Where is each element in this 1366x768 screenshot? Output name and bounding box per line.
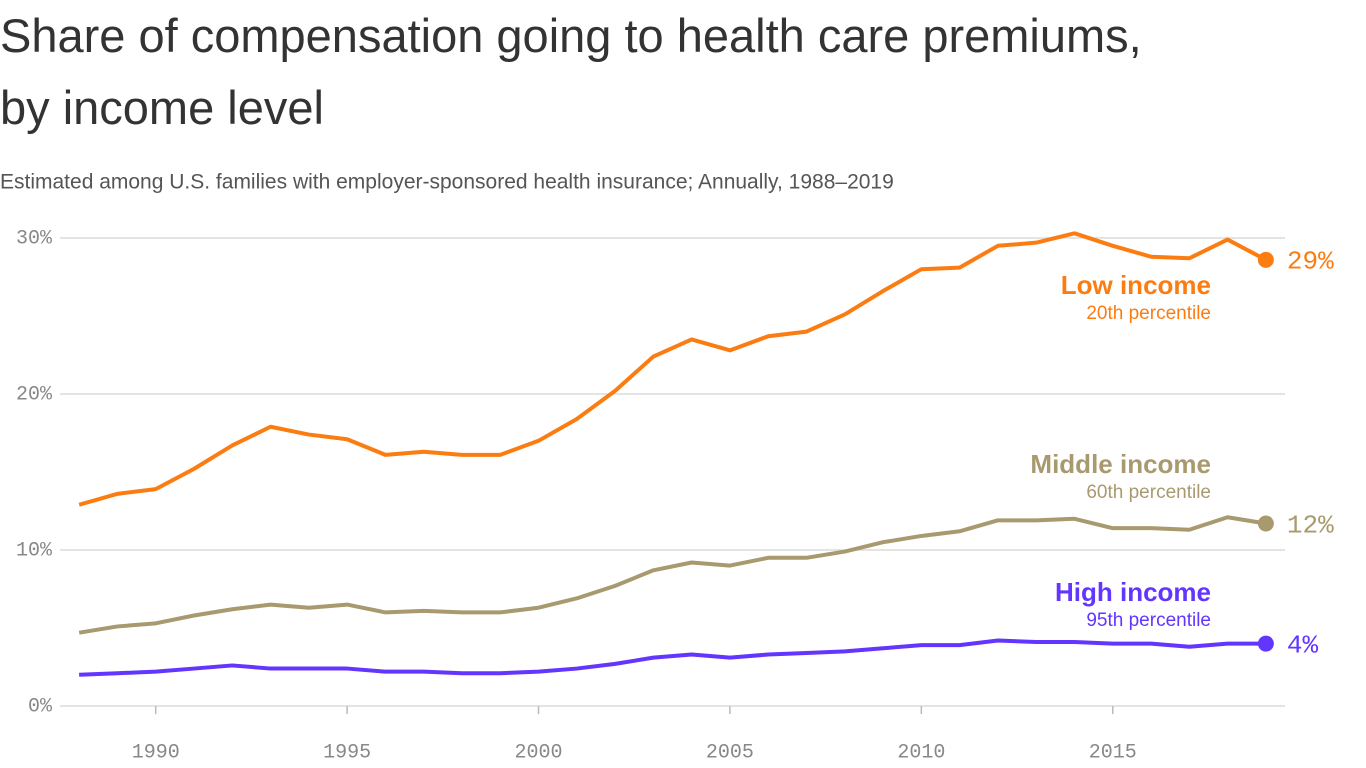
legend-label: Low income bbox=[1061, 270, 1211, 300]
y-tick-label: 20% bbox=[16, 383, 53, 406]
legend-label: High income bbox=[1055, 577, 1211, 607]
legend-note: 60th percentile bbox=[1086, 482, 1211, 503]
series-line bbox=[78, 231, 1267, 507]
end-point bbox=[1257, 635, 1274, 652]
end-point bbox=[1257, 515, 1274, 532]
legend-note: 95th percentile bbox=[1086, 610, 1211, 631]
x-tick-label: 2010 bbox=[897, 741, 945, 764]
x-tick-label: 2005 bbox=[706, 741, 754, 764]
x-tick-label: 2015 bbox=[1089, 741, 1137, 764]
x-tick-label: 2000 bbox=[515, 741, 563, 764]
value-label: 12% bbox=[1287, 510, 1334, 540]
legend-label: Middle income bbox=[1030, 449, 1211, 479]
x-tick-label: 1995 bbox=[323, 741, 371, 764]
chart-subtitle: Estimated among U.S. families with emplo… bbox=[0, 171, 894, 194]
chart-title: Share of compensation going to health ca… bbox=[0, 9, 1142, 134]
value-label: 4% bbox=[1287, 630, 1319, 660]
end-point bbox=[1257, 251, 1274, 268]
value-label: 29% bbox=[1287, 247, 1334, 277]
x-tick-label: 1990 bbox=[132, 741, 180, 764]
series-line bbox=[78, 515, 1267, 635]
title-box: Share of compensation going to health ca… bbox=[0, 9, 1142, 134]
series-line bbox=[79, 638, 1266, 677]
y-tick-label: 10% bbox=[16, 539, 53, 562]
legend-note: 20th percentile bbox=[1086, 303, 1211, 324]
y-tick-label: 30% bbox=[16, 227, 53, 250]
y-tick-label: 0% bbox=[28, 695, 53, 718]
